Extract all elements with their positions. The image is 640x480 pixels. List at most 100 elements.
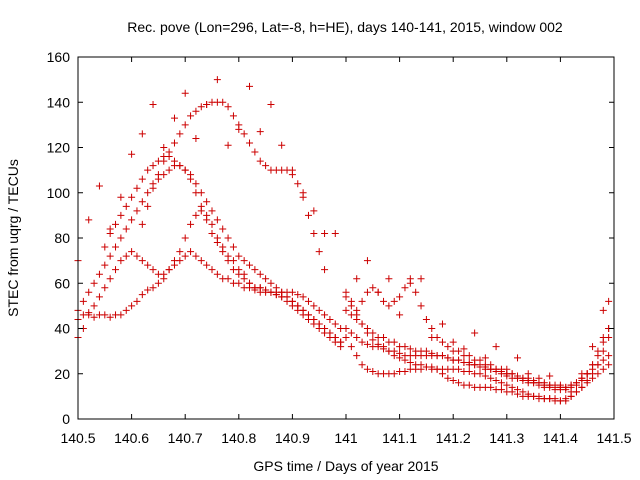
data-point xyxy=(229,243,237,251)
x-tick-label: 141.4 xyxy=(543,430,578,446)
data-point xyxy=(358,320,366,328)
data-point xyxy=(192,107,200,115)
data-point xyxy=(133,252,141,260)
data-point xyxy=(487,374,495,382)
data-point xyxy=(396,354,404,362)
x-tick-label: 140.8 xyxy=(221,430,256,446)
data-point xyxy=(240,275,248,283)
data-point xyxy=(353,311,361,319)
data-point xyxy=(149,284,157,292)
data-point xyxy=(213,216,221,224)
data-point xyxy=(455,356,463,364)
data-point xyxy=(299,311,307,319)
data-point xyxy=(594,352,602,360)
data-point xyxy=(160,144,168,151)
data-point xyxy=(208,207,216,215)
data-point xyxy=(380,297,388,305)
data-point xyxy=(165,166,173,174)
data-point xyxy=(229,112,237,120)
data-point xyxy=(288,166,296,174)
data-point xyxy=(422,315,430,323)
data-point xyxy=(562,383,570,391)
data-point xyxy=(288,288,296,296)
y-tick-label: 0 xyxy=(62,411,70,427)
data-point xyxy=(363,288,371,296)
data-point xyxy=(481,372,489,380)
data-point xyxy=(315,325,323,332)
x-tick-label: 140.5 xyxy=(60,430,95,446)
data-point xyxy=(117,193,125,201)
data-point xyxy=(406,358,414,366)
data-point xyxy=(149,266,157,274)
data-point xyxy=(497,367,505,375)
data-point xyxy=(95,293,103,301)
data-point xyxy=(251,266,259,274)
data-point xyxy=(465,381,473,389)
data-point xyxy=(267,288,275,296)
data-point xyxy=(294,306,302,314)
data-point xyxy=(353,352,361,360)
data-point xyxy=(438,320,446,328)
data-point xyxy=(508,383,516,391)
data-point xyxy=(390,338,398,346)
data-point xyxy=(262,286,270,294)
data-point xyxy=(122,252,130,260)
data-point xyxy=(460,345,468,353)
data-point xyxy=(90,313,98,321)
data-point xyxy=(203,198,211,206)
data-point xyxy=(106,275,114,283)
data-point xyxy=(481,354,489,362)
data-point xyxy=(288,302,296,310)
data-point xyxy=(170,261,178,269)
data-point xyxy=(213,270,221,278)
data-point xyxy=(331,338,339,346)
data-point xyxy=(240,130,248,138)
data-point xyxy=(101,261,109,269)
data-point xyxy=(342,334,350,342)
data-point xyxy=(299,189,307,197)
data-point xyxy=(138,291,146,299)
data-point xyxy=(310,207,318,215)
data-point xyxy=(272,291,280,299)
data-point xyxy=(321,329,329,337)
data-point xyxy=(176,257,184,265)
data-point xyxy=(133,207,141,215)
data-point xyxy=(556,381,564,389)
data-point xyxy=(438,338,446,346)
data-point xyxy=(213,76,221,84)
data-point xyxy=(144,286,152,294)
data-point xyxy=(117,257,125,265)
data-point xyxy=(326,315,334,323)
data-point xyxy=(492,377,500,385)
data-point xyxy=(551,395,559,403)
y-tick-label: 40 xyxy=(54,321,70,337)
data-point xyxy=(524,370,532,378)
data-point xyxy=(165,266,173,274)
data-point xyxy=(578,383,586,391)
data-point xyxy=(138,220,146,228)
data-point xyxy=(572,379,580,387)
data-point xyxy=(503,365,511,373)
data-point xyxy=(170,114,178,122)
x-tick-label: 141.5 xyxy=(596,430,631,446)
data-point xyxy=(187,112,195,120)
data-point xyxy=(385,302,393,310)
data-point xyxy=(535,392,543,400)
data-point xyxy=(363,329,371,337)
data-point xyxy=(181,166,189,174)
data-point xyxy=(401,367,409,375)
data-point xyxy=(170,157,178,165)
data-point xyxy=(589,370,597,378)
data-point xyxy=(246,279,254,287)
data-point xyxy=(112,243,120,251)
plot-marks xyxy=(74,76,613,405)
data-point xyxy=(390,297,398,305)
y-tick-label: 120 xyxy=(47,140,71,156)
data-point xyxy=(406,279,414,287)
data-point xyxy=(203,261,211,269)
data-point xyxy=(213,239,221,247)
data-point xyxy=(465,352,473,360)
data-point xyxy=(85,216,93,224)
data-point xyxy=(444,354,452,362)
